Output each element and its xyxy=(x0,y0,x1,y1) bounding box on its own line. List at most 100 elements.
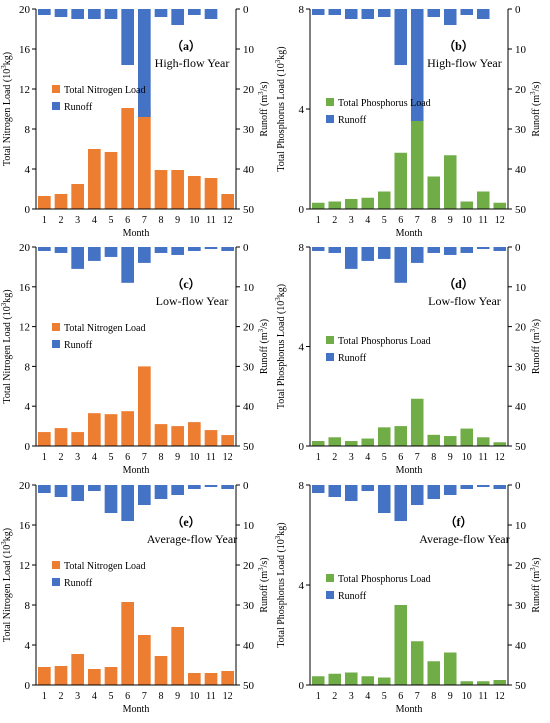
runoff-bar-month-10 xyxy=(460,247,474,253)
runoff-bar-month-1 xyxy=(311,9,325,15)
x-tick-label: 2 xyxy=(59,691,64,702)
left-tick-label: 20 xyxy=(19,242,31,254)
x-tick-label: 5 xyxy=(109,215,114,226)
load-bar-month-2 xyxy=(328,201,342,209)
runoff-bar-month-10 xyxy=(188,485,201,489)
x-tick-label: 12 xyxy=(223,691,233,702)
x-tick-label: 4 xyxy=(365,452,370,463)
x-tick-label: 10 xyxy=(462,691,472,702)
load-bar-month-6 xyxy=(121,411,134,446)
left-tick-label: 20 xyxy=(19,4,31,16)
left-tick-label: 4 xyxy=(25,640,31,652)
left-axis-title: Total Nitrogen Load (103kg) xyxy=(0,52,13,166)
x-tick-label: 6 xyxy=(125,691,130,702)
right-tick-label: 10 xyxy=(243,520,255,532)
left-tick-label: 8 xyxy=(25,600,31,612)
runoff-bar-month-8 xyxy=(154,247,168,253)
x-tick-label: 6 xyxy=(125,215,130,226)
runoff-bar-month-6 xyxy=(121,247,134,283)
legend-label-runoff: Runoff xyxy=(64,102,93,113)
x-axis-title: Month xyxy=(123,228,150,239)
runoff-bar-month-4 xyxy=(361,9,375,19)
load-bar-month-10 xyxy=(460,681,474,685)
left-tick-label: 8 xyxy=(299,480,305,492)
panel-subtitle: Low-flow Year xyxy=(156,294,229,308)
right-axis-title: Runoff (m3/s) xyxy=(529,557,542,612)
right-tick-label: 30 xyxy=(243,361,255,373)
load-bar-month-2 xyxy=(54,666,68,685)
x-tick-label: 5 xyxy=(382,691,387,702)
x-tick-label: 3 xyxy=(349,215,354,226)
x-tick-label: 9 xyxy=(175,452,180,463)
x-tick-label: 10 xyxy=(189,691,199,702)
right-tick-label: 50 xyxy=(243,441,255,453)
runoff-bar-month-4 xyxy=(88,485,101,491)
panel-label: （f） xyxy=(445,514,473,529)
legend-swatch-runoff xyxy=(326,591,334,599)
panel-label: （d） xyxy=(443,276,474,291)
right-tick-label: 40 xyxy=(243,401,255,413)
x-tick-label: 5 xyxy=(382,452,387,463)
right-tick-label: 40 xyxy=(515,164,527,176)
right-tick-label: 50 xyxy=(515,204,527,216)
load-bar-month-9 xyxy=(443,155,457,209)
right-tick-label: 40 xyxy=(243,640,255,652)
runoff-bar-month-6 xyxy=(394,247,408,283)
x-tick-label: 1 xyxy=(316,452,321,463)
left-axis-title: Total Phosphorus Load (103kg) xyxy=(274,46,287,171)
x-tick-label: 10 xyxy=(189,215,199,226)
legend-swatch-runoff xyxy=(52,102,60,110)
runoff-bar-month-1 xyxy=(38,9,51,15)
runoff-bar-month-10 xyxy=(188,247,201,251)
runoff-bar-month-6 xyxy=(394,485,408,521)
runoff-bar-month-1 xyxy=(38,247,51,251)
left-axis-title: Total Nitrogen Load (103kg) xyxy=(0,289,13,403)
load-bar-month-11 xyxy=(476,437,490,446)
runoff-bar-month-8 xyxy=(427,485,441,499)
legend-label-load: Total Phosphorus Load xyxy=(338,336,431,347)
load-bar-month-8 xyxy=(427,661,441,685)
left-tick-label: 8 xyxy=(299,242,305,254)
load-bar-month-3 xyxy=(71,184,84,209)
load-bar-month-4 xyxy=(88,149,101,209)
x-tick-label: 8 xyxy=(431,691,436,702)
load-bar-month-1 xyxy=(311,441,325,446)
right-tick-label: 0 xyxy=(515,480,521,492)
right-tick-label: 10 xyxy=(243,282,255,294)
right-axis-title: Runoff (m3/s) xyxy=(257,81,270,136)
left-tick-label: 4 xyxy=(299,580,305,592)
load-bar-month-7 xyxy=(138,108,151,209)
load-bar-month-8 xyxy=(154,424,168,446)
load-bar-month-2 xyxy=(54,428,68,446)
x-tick-label: 12 xyxy=(223,215,233,226)
load-bar-month-1 xyxy=(38,196,51,209)
load-bar-month-6 xyxy=(121,108,134,209)
right-tick-label: 40 xyxy=(515,401,527,413)
load-bar-month-3 xyxy=(344,199,358,209)
load-bar-month-5 xyxy=(377,191,391,209)
left-tick-label: 0 xyxy=(299,204,305,216)
runoff-bar-month-1 xyxy=(38,485,51,493)
load-bar-month-6 xyxy=(394,605,408,685)
legend-swatch-load xyxy=(52,85,60,93)
left-tick-label: 12 xyxy=(19,84,30,96)
legend-swatch-runoff xyxy=(326,115,334,123)
right-tick-label: 20 xyxy=(515,322,527,334)
runoff-bar-month-3 xyxy=(71,9,84,19)
right-tick-label: 20 xyxy=(515,84,527,96)
left-tick-label: 0 xyxy=(299,680,305,692)
right-tick-label: 50 xyxy=(243,204,255,216)
left-tick-label: 0 xyxy=(25,680,31,692)
x-tick-label: 12 xyxy=(223,452,233,463)
runoff-bar-month-1 xyxy=(311,485,325,493)
x-tick-label: 9 xyxy=(448,691,453,702)
load-bar-month-12 xyxy=(221,194,234,209)
runoff-bar-month-3 xyxy=(344,247,358,269)
runoff-bar-month-8 xyxy=(154,485,168,499)
right-tick-label: 30 xyxy=(515,124,527,136)
x-tick-label: 12 xyxy=(495,452,505,463)
